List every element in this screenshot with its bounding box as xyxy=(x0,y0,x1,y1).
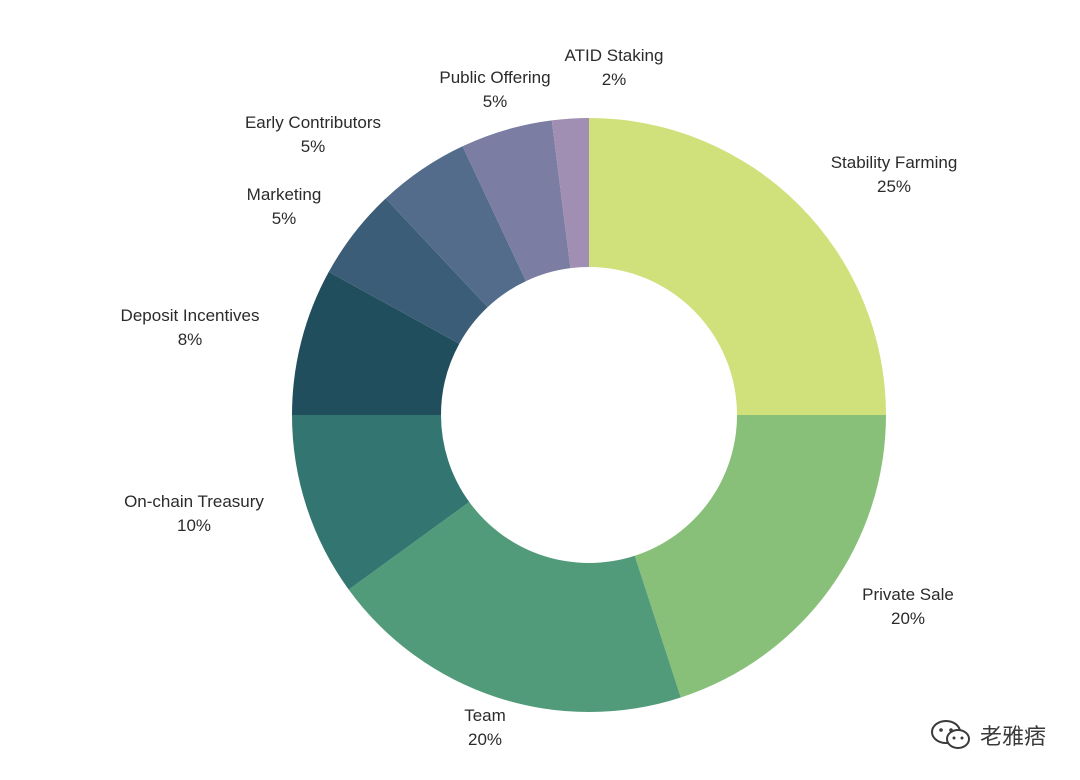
label-on-chain-treasury: On-chain Treasury xyxy=(124,492,264,511)
slice-team xyxy=(348,501,681,713)
slice-deposit-incentives xyxy=(292,271,460,415)
label-deposit-incentives: Deposit Incentives xyxy=(121,306,260,325)
value-atid-staking: 2% xyxy=(602,70,627,89)
slice-public-offering xyxy=(462,120,571,282)
label-team: Team xyxy=(464,706,506,725)
label-early-contributors: Early Contributors xyxy=(245,113,381,132)
slice-labels: Stability Farming 25% Private Sale 20% Team 2… xyxy=(121,46,958,749)
value-early-contributors: 5% xyxy=(301,137,326,156)
label-marketing: Marketing xyxy=(247,185,322,204)
watermark: 老雅痞 xyxy=(930,718,1046,752)
watermark-text: 老雅痞 xyxy=(979,725,1046,750)
label-private-sale: Private Sale xyxy=(862,585,954,604)
label-stability-farming: Stability Farming xyxy=(831,153,958,172)
value-team: 20% xyxy=(468,730,502,749)
value-deposit-incentives: 8% xyxy=(178,330,203,349)
value-marketing: 5% xyxy=(272,209,297,228)
slice-private-sale xyxy=(634,415,886,698)
value-on-chain-treasury: 10% xyxy=(177,516,211,535)
value-stability-farming: 25% xyxy=(877,177,911,196)
slice-stability-farming xyxy=(589,118,886,415)
label-public-offering: Public Offering xyxy=(439,68,550,87)
label-atid-staking: ATID Staking xyxy=(565,46,664,65)
slice-early-contributors xyxy=(385,146,526,308)
donut-slices xyxy=(292,118,886,713)
slice-marketing xyxy=(328,198,488,344)
value-private-sale: 20% xyxy=(891,609,925,628)
wechat-icon xyxy=(930,720,970,749)
slice-atid-staking xyxy=(551,118,589,269)
slice-on-chain-treasury xyxy=(292,415,470,590)
value-public-offering: 5% xyxy=(483,92,508,111)
